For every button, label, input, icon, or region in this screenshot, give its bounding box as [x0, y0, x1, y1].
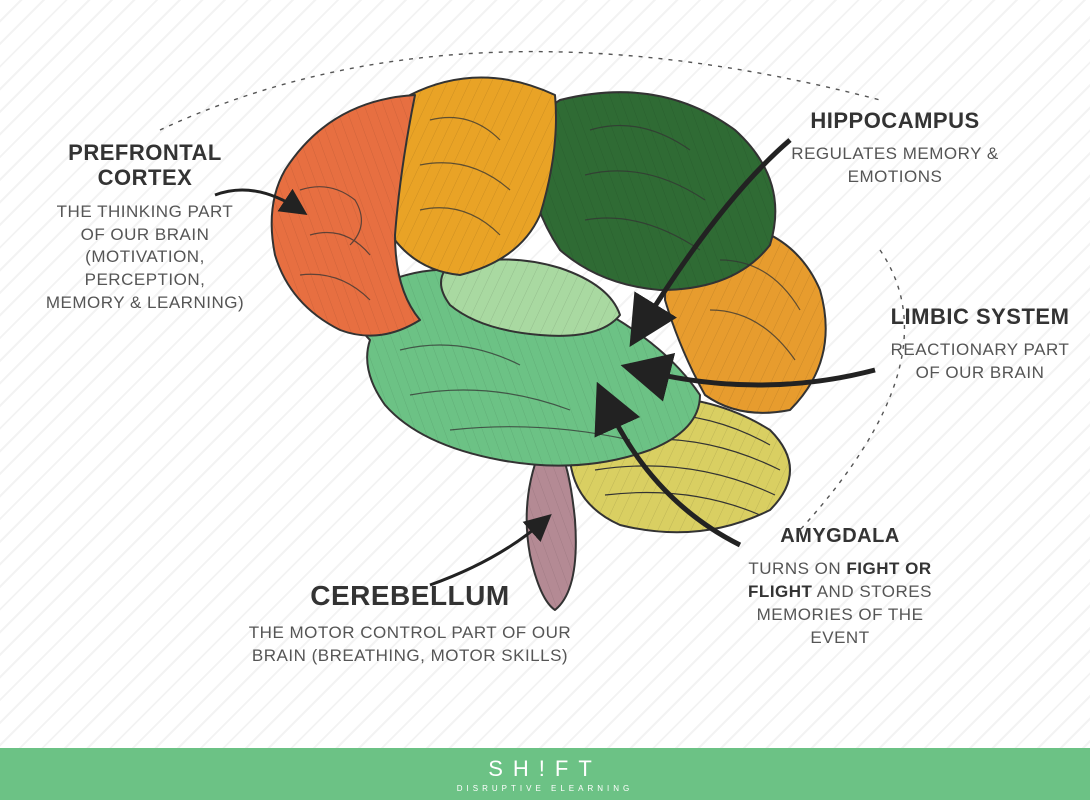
- label-limbic-desc: REACTIONARY PART OF OUR BRAIN: [880, 339, 1080, 385]
- region-occipital-orange: [665, 220, 826, 413]
- footer-logo: SH!FT: [488, 756, 602, 782]
- region-parietal: [381, 78, 556, 276]
- arrow-hippocampus: [640, 140, 790, 330]
- label-amygdala-title: AMYGDALA: [735, 525, 945, 548]
- diagram-content: PREFRONTAL CORTEX THE THINKING PART OF O…: [0, 0, 1090, 800]
- footer-bar: SH!FT DISRUPTIVE ELEARNING: [0, 748, 1090, 800]
- region-prefrontal: [272, 95, 420, 336]
- label-cerebellum-desc: THE MOTOR CONTROL PART OF OUR BRAIN (BRE…: [235, 622, 585, 668]
- label-amygdala: AMYGDALA TURNS ON FIGHT OR FLIGHT AND ST…: [735, 525, 945, 650]
- dashed-arc-right: [800, 250, 904, 530]
- label-amygdala-desc: TURNS ON FIGHT OR FLIGHT AND STORES MEMO…: [735, 558, 945, 650]
- label-hippocampus: HIPPOCAMPUS REGULATES MEMORY & EMOTIONS: [790, 108, 1000, 189]
- arrow-cerebellum: [430, 520, 545, 585]
- arrow-limbic: [640, 370, 875, 385]
- region-temporal-light: [441, 259, 620, 335]
- label-hippocampus-title: HIPPOCAMPUS: [790, 108, 1000, 133]
- arrow-amygdala: [605, 400, 740, 545]
- region-temporal-green: [357, 269, 700, 465]
- label-prefrontal-desc: THE THINKING PART OF OUR BRAIN (MOTIVATI…: [45, 201, 245, 316]
- label-limbic-title: LIMBIC SYSTEM: [880, 305, 1080, 329]
- region-occipital-dark: [530, 92, 775, 290]
- label-cerebellum: CEREBELLUM THE MOTOR CONTROL PART OF OUR…: [235, 580, 585, 668]
- label-prefrontal: PREFRONTAL CORTEX THE THINKING PART OF O…: [45, 140, 245, 315]
- region-cerebellum: [570, 397, 790, 533]
- label-cerebellum-title: CEREBELLUM: [235, 580, 585, 612]
- label-prefrontal-title: PREFRONTAL CORTEX: [45, 140, 245, 191]
- footer-tagline: DISRUPTIVE ELEARNING: [457, 784, 633, 793]
- label-limbic: LIMBIC SYSTEM REACTIONARY PART OF OUR BR…: [880, 305, 1080, 385]
- label-hippocampus-desc: REGULATES MEMORY & EMOTIONS: [790, 143, 1000, 189]
- dashed-arc-top: [160, 52, 880, 130]
